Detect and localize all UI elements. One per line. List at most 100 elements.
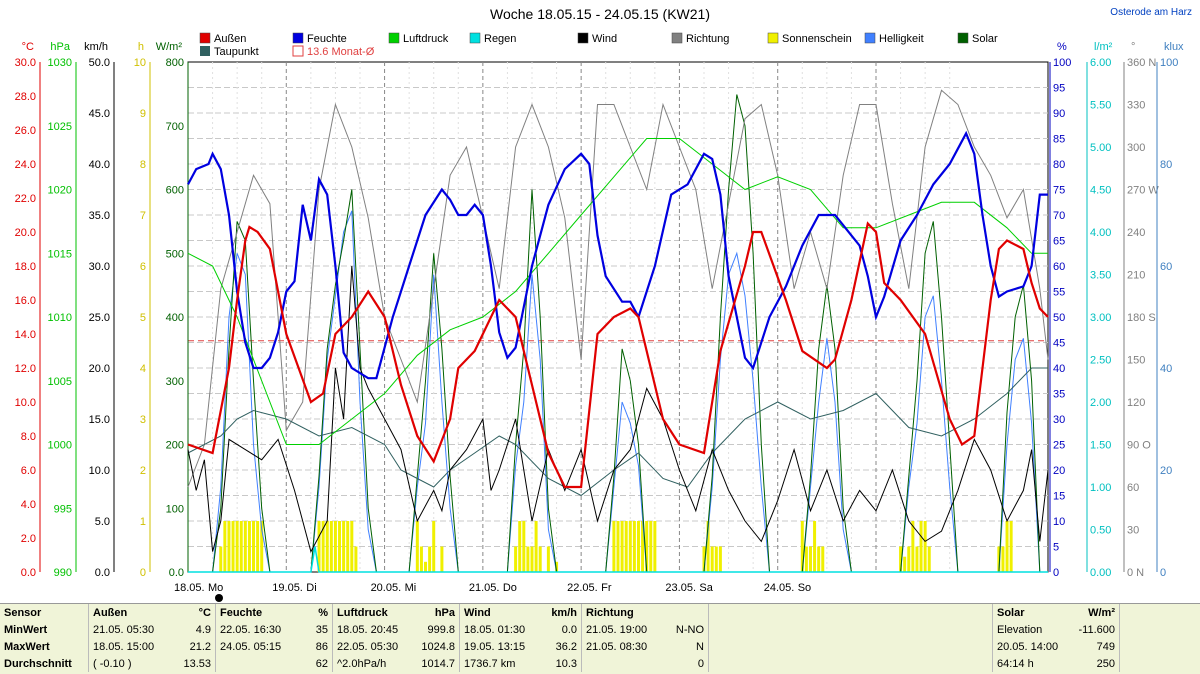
axis-tick-label: 24.0	[15, 159, 36, 171]
axis-tick-label: 210	[1127, 270, 1145, 282]
sunshine-bar	[617, 521, 620, 572]
axis-tick-label: 85	[1053, 134, 1065, 146]
axis-tick-label: 6.0	[21, 465, 36, 477]
sunshine-bar	[334, 521, 337, 572]
axis-tick-label: 1030	[48, 57, 72, 69]
axis-tick-label: 995	[54, 503, 72, 515]
axis-tick-label: 15	[1053, 491, 1065, 503]
sunshine-bar	[346, 521, 349, 572]
sunshine-bar	[817, 547, 820, 573]
sunshine-bar	[256, 521, 259, 572]
stats-cell: 0.0	[538, 621, 582, 638]
axis-tick-label: 22.0	[15, 193, 36, 205]
axis-tick-label: 45.0	[89, 108, 110, 120]
axis-tick-label: 10.0	[15, 397, 36, 409]
stats-header-aussen: Außen	[89, 604, 168, 621]
stats-spacer	[709, 638, 993, 655]
axis-unit-label: W/m²	[156, 41, 183, 53]
stats-header-sensor: Sensor	[0, 604, 89, 621]
axis-tick-label: 60	[1053, 261, 1065, 273]
axis-tick-label: 30	[1053, 414, 1065, 426]
legend-swatch	[672, 33, 682, 43]
sunshine-bar	[711, 547, 714, 573]
sunshine-bar	[719, 547, 722, 573]
stats-cell: 21.2	[167, 638, 216, 655]
stats-cell: 13.53	[167, 655, 216, 672]
axis-tick-label: 1010	[48, 312, 72, 324]
sunshine-bar	[928, 547, 931, 573]
stats-cell: 250	[1071, 655, 1120, 672]
axis-tick-label: 1020	[48, 185, 72, 197]
axis-unit-label: km/h	[84, 41, 108, 53]
moon-phase-icon	[215, 594, 223, 602]
sunshine-bar	[920, 521, 923, 572]
axis-tick-label: 40	[1053, 363, 1065, 375]
axis-tick-label: 90	[1053, 108, 1065, 120]
axis-tick-label: 20	[1053, 465, 1065, 477]
axis-tick-label: 6	[140, 261, 146, 273]
axis-tick-label: 16.0	[15, 295, 36, 307]
axis-tick-label: 120	[1127, 397, 1145, 409]
axis-tick-label: 28.0	[15, 91, 36, 103]
stats-end	[1120, 638, 1200, 655]
axis-tick-label: 4.00	[1090, 227, 1111, 239]
sunshine-bar	[440, 547, 443, 573]
stats-cell: 24.05. 05:15	[216, 638, 295, 655]
axis-tick-label: 8	[140, 159, 146, 171]
stats-cell: 1024.8	[411, 638, 460, 655]
stats-end	[1120, 655, 1200, 672]
stats-cell: 36.2	[538, 638, 582, 655]
axis-tick-label: 15.0	[89, 414, 110, 426]
axis-tick-label: 5	[1053, 542, 1059, 554]
axis-tick-label: 3.50	[1090, 270, 1111, 282]
axis-tick-label: 270 W	[1127, 185, 1159, 197]
axis-unit-label: h	[138, 41, 144, 53]
legend-swatch	[293, 46, 303, 56]
axis-tick-label: 60	[1127, 482, 1139, 494]
sunshine-bar	[629, 521, 632, 572]
axis-tick-label: 0.00	[1090, 567, 1111, 579]
sunshine-bar	[813, 521, 816, 572]
stats-cell: 21.05. 19:00	[582, 621, 661, 638]
day-date-label: 22.05.	[567, 582, 598, 594]
axis-tick-label: 12.0	[15, 363, 36, 375]
sunshine-bar	[252, 521, 255, 572]
axis-tick-label: 0	[140, 567, 146, 579]
axis-tick-label: 1005	[48, 376, 72, 388]
legend-label: Regen	[484, 33, 516, 45]
axis-tick-label: 330	[1127, 100, 1145, 112]
sunshine-bar	[621, 521, 624, 572]
axis-tick-label: 1.00	[1090, 482, 1111, 494]
axis-tick-label: 35.0	[89, 210, 110, 222]
sunshine-bar	[924, 521, 927, 572]
axis-tick-label: 360 N	[1127, 57, 1156, 69]
stats-header-row: Sensor Außen °C Feuchte % Luftdruck hPa …	[0, 604, 1200, 621]
axis-tick-label: 4.50	[1090, 185, 1111, 197]
stats-header-solar-unit: W/m²	[1071, 604, 1120, 621]
axis-unit-label: hPa	[50, 41, 70, 53]
stats-cell	[216, 655, 295, 672]
day-date-label: 24.05.	[764, 582, 795, 594]
sunshine-bar	[903, 557, 906, 572]
axis-tick-label: 0.0	[95, 567, 110, 579]
stats-cell: 21.05. 08:30	[582, 638, 661, 655]
statistics-table: Sensor Außen °C Feuchte % Luftdruck hPa …	[0, 604, 1200, 672]
legend-label: Helligkeit	[879, 33, 924, 45]
stats-cell: 749	[1071, 638, 1120, 655]
stats-header-luftdruck: Luftdruck	[333, 604, 412, 621]
legend-swatch	[578, 33, 588, 43]
day-date-label: 21.05.	[469, 582, 500, 594]
stats-header-aussen-unit: °C	[167, 604, 216, 621]
axis-tick-label: 50.0	[89, 57, 110, 69]
axis-tick-label: 20	[1160, 465, 1172, 477]
stats-row-avg: Durchschnitt ( -0.10 ) 13.53 62 ^2.0hPa/…	[0, 655, 1200, 672]
day-name-label: Fr	[601, 582, 612, 594]
legend-label: Feuchte	[307, 33, 347, 45]
sunshine-bar	[223, 521, 226, 572]
stats-header-richtung: Richtung	[582, 604, 661, 621]
stats-row-label: MinWert	[0, 621, 89, 638]
axis-tick-label: 55	[1053, 287, 1065, 299]
axis-tick-label: 45	[1053, 338, 1065, 350]
legend-swatch	[293, 33, 303, 43]
sunshine-bar	[432, 521, 435, 572]
